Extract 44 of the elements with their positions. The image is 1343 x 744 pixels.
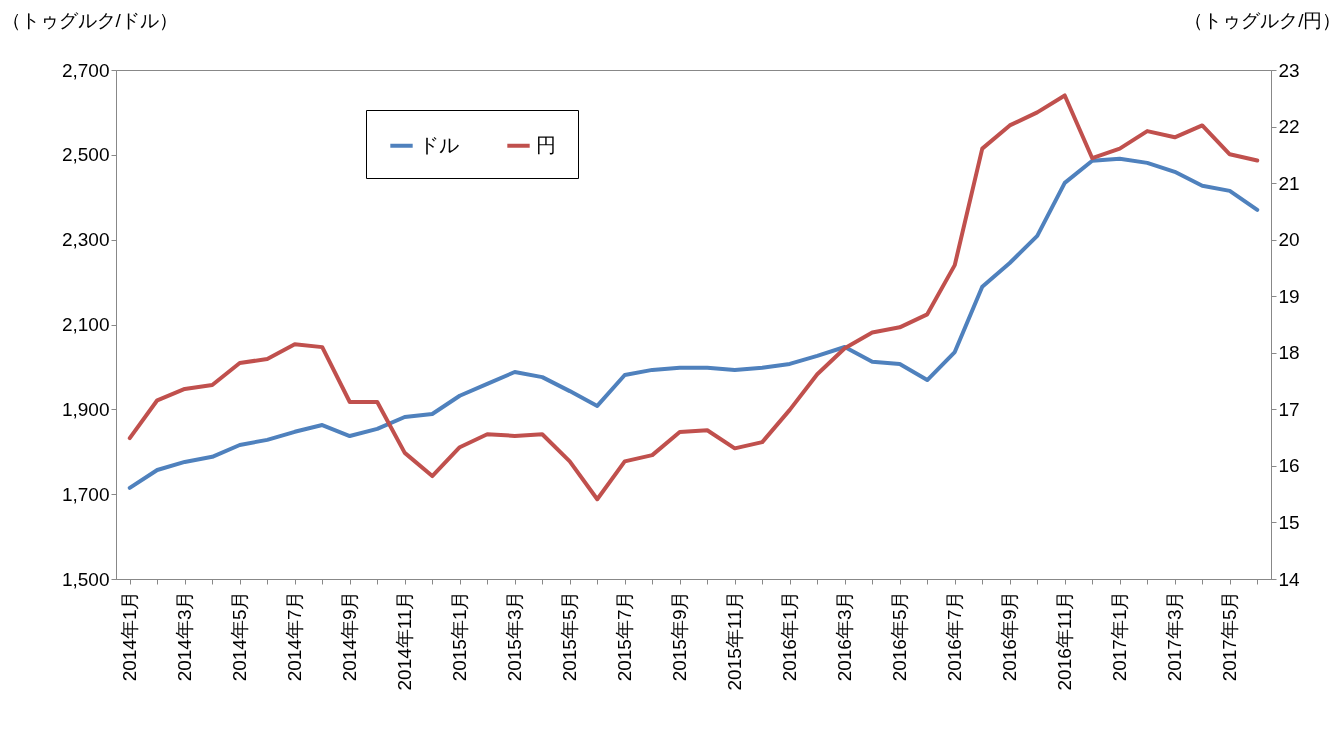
x-tick-label: 2017年1月	[1109, 590, 1131, 682]
y2-tick-label: 23	[1278, 59, 1300, 81]
y-tick-label: 2,100	[61, 314, 110, 335]
x-tick-label: 2017年5月	[1219, 590, 1241, 682]
x-tick-label: 2016年7月	[944, 590, 966, 682]
x-tick-label: 2016年1月	[779, 590, 801, 682]
x-tick-label: 2015年3月	[504, 590, 526, 682]
x-tick-label: 2015年9月	[669, 590, 691, 682]
x-tick-label: 2015年11月	[724, 590, 746, 691]
y2-axis-title: （トゥグルク/円）	[1184, 9, 1342, 31]
y2-tick-label: 16	[1278, 455, 1300, 477]
y2-tick-label: 15	[1278, 511, 1300, 533]
x-tick-label: 2014年5月	[229, 590, 251, 682]
y-tick-label: 1,500	[61, 568, 110, 590]
y-tick-label: 2,700	[61, 59, 110, 81]
x-tick-label: 2016年3月	[834, 590, 856, 682]
x-tick-label: 2015年5月	[559, 590, 581, 682]
x-tick-label: 2014年11月	[394, 590, 416, 691]
x-tick-label: 2014年1月	[119, 590, 141, 682]
y2-tick-label: 19	[1278, 285, 1300, 307]
line-series	[127, 93, 1260, 502]
y2-tick-label: 18	[1278, 342, 1300, 364]
x-tick-label: 2015年1月	[449, 590, 471, 682]
y-tick-label: 2,500	[61, 144, 110, 166]
x-tick-label: 2016年11月	[1054, 590, 1076, 691]
x-tick-label: 2014年3月	[174, 590, 196, 682]
x-tick-label: 2014年9月	[339, 590, 361, 682]
x-tick-label: 2016年9月	[999, 590, 1021, 682]
y-tick-label: 2,300	[61, 229, 110, 251]
y-tick-label: 1,900	[61, 398, 110, 420]
y2-tick-label: 20	[1278, 229, 1300, 251]
y2-tick-label: 21	[1278, 172, 1300, 194]
y2-tick-label: 22	[1278, 116, 1300, 138]
x-tick-label: 2017年3月	[1164, 590, 1186, 682]
x-tick-label: 2014年7月	[284, 590, 306, 682]
legend-label: 円	[536, 133, 556, 156]
y-axis-title: （トゥグルク/ドル）	[1, 9, 178, 31]
x-tick-label: 2016年5月	[889, 590, 911, 682]
legend-label: ドル	[419, 133, 459, 156]
y2-tick-label: 14	[1278, 568, 1301, 590]
x-tick-label: 2015年7月	[614, 590, 636, 682]
y2-tick-label: 17	[1278, 398, 1300, 420]
line-series	[127, 156, 1260, 490]
y-tick-label: 1,700	[61, 483, 110, 505]
